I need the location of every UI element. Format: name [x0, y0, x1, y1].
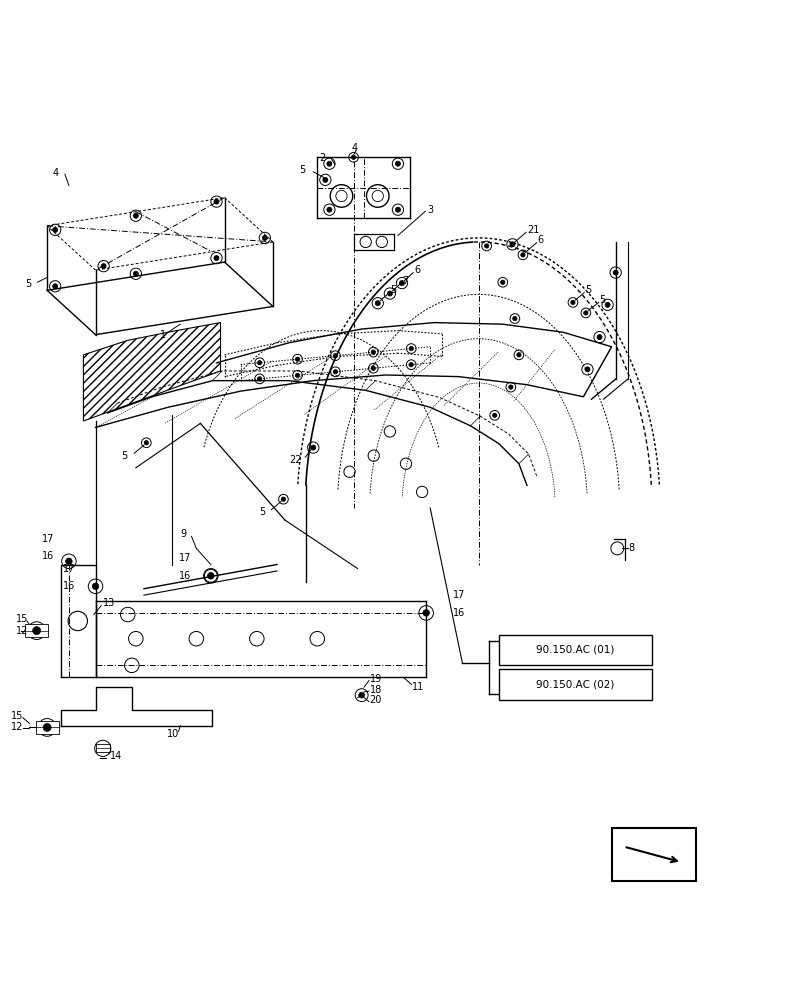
Polygon shape: [84, 323, 221, 421]
Circle shape: [604, 302, 609, 307]
Circle shape: [583, 311, 587, 315]
Text: 5: 5: [121, 451, 127, 461]
Circle shape: [351, 155, 355, 159]
Text: 1: 1: [160, 330, 166, 340]
Text: 15: 15: [11, 711, 24, 721]
Bar: [36, 721, 58, 734]
Text: 16: 16: [178, 571, 191, 581]
Circle shape: [500, 280, 504, 284]
Circle shape: [371, 350, 375, 354]
Circle shape: [399, 281, 404, 286]
Circle shape: [508, 385, 513, 389]
Circle shape: [144, 441, 148, 445]
Circle shape: [584, 367, 590, 372]
FancyBboxPatch shape: [498, 635, 651, 665]
Text: 21: 21: [526, 225, 539, 235]
Circle shape: [327, 161, 332, 166]
Text: 5: 5: [25, 279, 32, 289]
Text: 4: 4: [350, 143, 357, 153]
Circle shape: [133, 271, 138, 276]
Circle shape: [208, 573, 214, 579]
Circle shape: [409, 346, 413, 351]
Text: 2: 2: [320, 153, 325, 163]
Circle shape: [323, 177, 328, 182]
Text: 17: 17: [453, 590, 465, 600]
Text: 13: 13: [103, 598, 115, 608]
Circle shape: [409, 363, 413, 367]
Circle shape: [612, 270, 617, 275]
Text: 17: 17: [178, 553, 191, 563]
Circle shape: [492, 413, 496, 418]
Circle shape: [520, 253, 525, 257]
Circle shape: [213, 199, 219, 204]
Text: 5: 5: [259, 507, 265, 517]
Circle shape: [358, 692, 364, 698]
Circle shape: [295, 373, 299, 378]
Text: 19: 19: [369, 674, 381, 684]
Circle shape: [101, 264, 106, 269]
Circle shape: [512, 316, 517, 321]
Circle shape: [516, 353, 521, 357]
Circle shape: [395, 161, 400, 166]
Circle shape: [371, 366, 375, 370]
Text: 18: 18: [369, 685, 381, 695]
Text: 6: 6: [537, 235, 543, 245]
Circle shape: [213, 256, 219, 261]
Text: 15: 15: [15, 614, 28, 624]
Text: 11: 11: [412, 682, 424, 692]
Bar: [96, 744, 109, 752]
Circle shape: [375, 301, 380, 306]
Text: 5: 5: [584, 285, 590, 295]
Circle shape: [570, 300, 574, 305]
Text: 16: 16: [63, 581, 75, 591]
Circle shape: [395, 207, 400, 212]
Circle shape: [311, 445, 315, 450]
Circle shape: [387, 291, 392, 296]
Text: 22: 22: [289, 455, 301, 465]
FancyBboxPatch shape: [611, 828, 696, 881]
Bar: [25, 624, 48, 637]
Text: 90.150.AC (01): 90.150.AC (01): [535, 645, 614, 655]
Circle shape: [66, 558, 72, 565]
Circle shape: [53, 227, 58, 232]
Circle shape: [257, 361, 261, 365]
Text: 14: 14: [110, 751, 122, 761]
Text: 5: 5: [299, 165, 306, 175]
Circle shape: [43, 723, 51, 731]
Text: 17: 17: [63, 564, 75, 574]
Circle shape: [208, 573, 213, 579]
Circle shape: [327, 207, 332, 212]
Text: 12: 12: [15, 626, 28, 636]
Text: 4: 4: [53, 168, 59, 178]
Circle shape: [262, 235, 267, 240]
Circle shape: [509, 242, 514, 247]
Circle shape: [92, 583, 99, 590]
Circle shape: [333, 353, 337, 358]
Circle shape: [32, 627, 41, 635]
Circle shape: [281, 497, 285, 501]
Text: 20: 20: [369, 695, 382, 705]
Text: 8: 8: [628, 543, 634, 553]
Circle shape: [423, 610, 429, 616]
Circle shape: [133, 213, 138, 218]
Text: 10: 10: [167, 729, 179, 739]
Circle shape: [295, 357, 299, 361]
Text: 17: 17: [41, 534, 54, 544]
Text: 9: 9: [180, 529, 186, 539]
Circle shape: [333, 370, 337, 374]
Circle shape: [257, 377, 261, 381]
Text: 90.150.AC (02): 90.150.AC (02): [535, 680, 614, 690]
FancyBboxPatch shape: [498, 669, 651, 700]
Text: 6: 6: [414, 265, 419, 275]
Circle shape: [53, 284, 58, 289]
Text: 16: 16: [453, 608, 465, 618]
Text: 5: 5: [389, 285, 396, 295]
Circle shape: [484, 244, 488, 248]
Circle shape: [596, 335, 601, 340]
Text: 7: 7: [401, 276, 408, 286]
Text: 5: 5: [599, 295, 605, 305]
Text: 16: 16: [41, 551, 54, 561]
Text: 12: 12: [11, 722, 24, 732]
Text: 3: 3: [427, 205, 433, 215]
